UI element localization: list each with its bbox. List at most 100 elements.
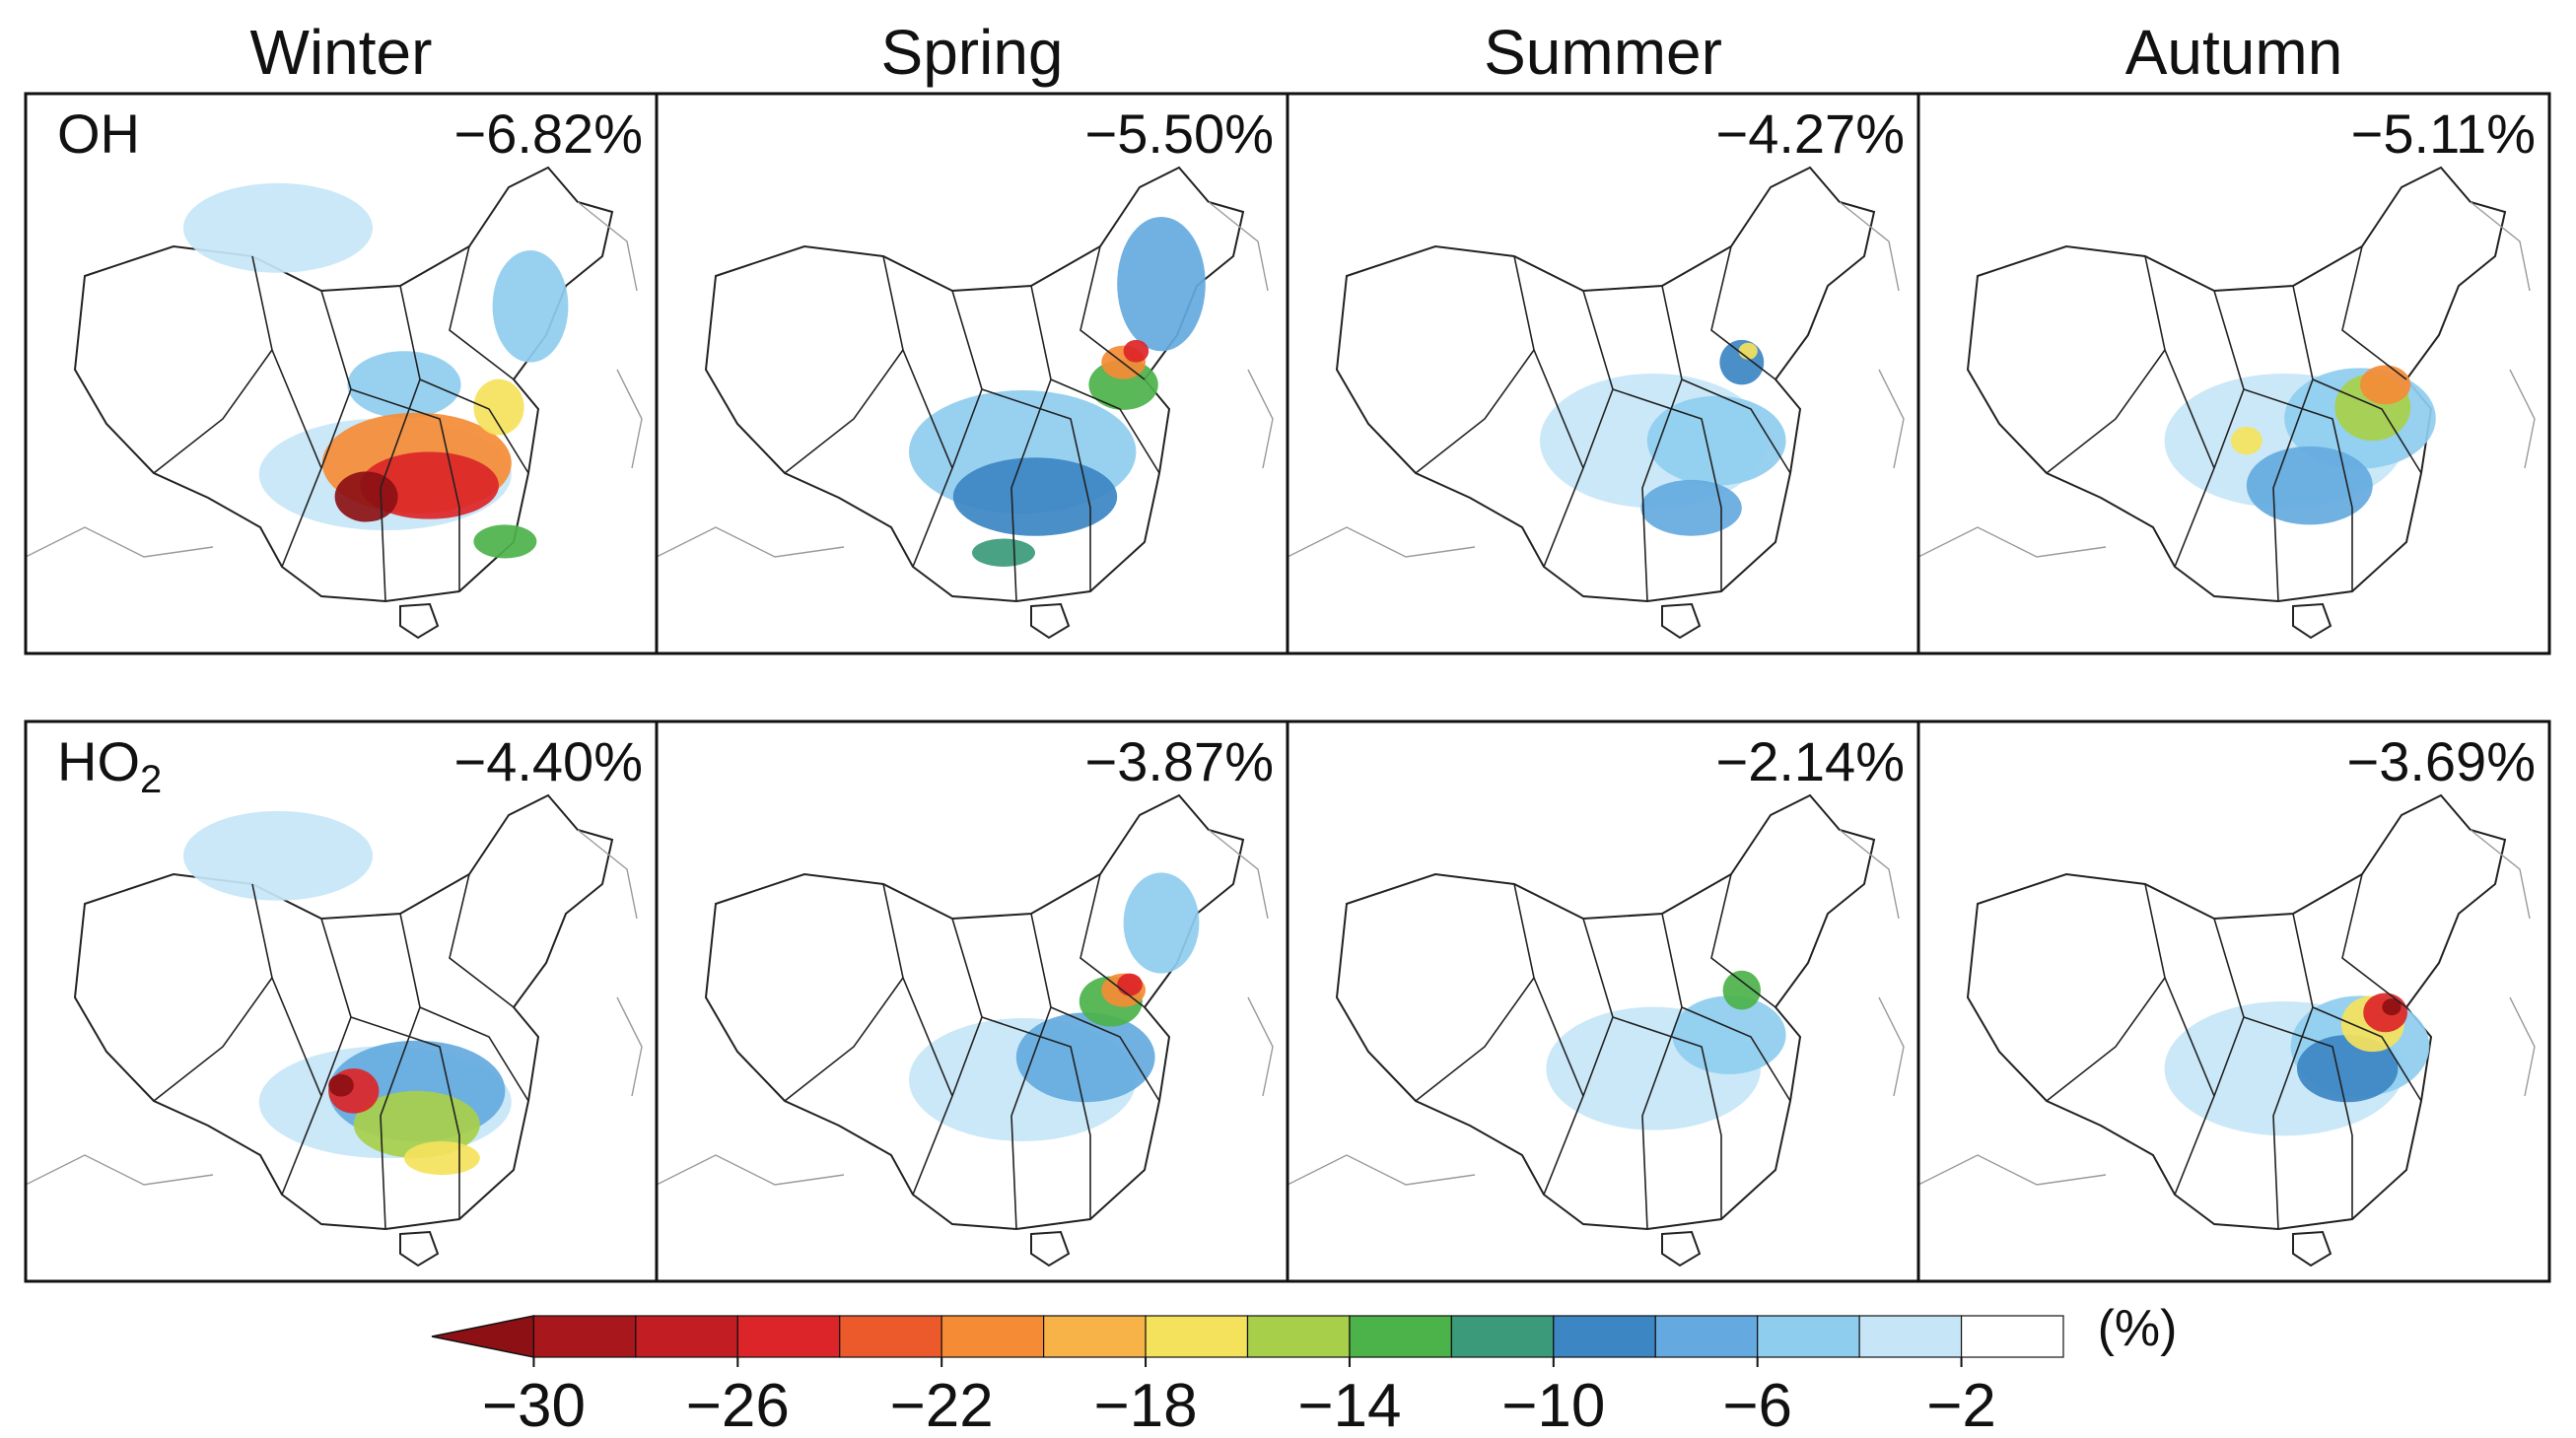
colorbar-bin — [635, 1315, 738, 1358]
percent-change-value: −4.40% — [454, 730, 644, 792]
province-boundary — [1612, 388, 1722, 591]
colorbar-bin — [1450, 1315, 1555, 1358]
season-titles: Winter Spring Summer Autumn — [250, 17, 2343, 88]
colorbar-tick-label: −2 — [1926, 1372, 1996, 1438]
colorbar-bin — [1858, 1315, 1963, 1358]
species-label: HO2 — [57, 730, 162, 801]
colorbar-bin — [940, 1315, 1045, 1358]
province-boundary — [281, 918, 352, 1196]
province-boundary — [399, 913, 529, 1102]
province-boundary — [784, 349, 904, 474]
field-patch — [492, 250, 569, 363]
field-patch — [1123, 872, 1200, 974]
neighbour-boundary — [26, 829, 643, 1186]
colorbar-bin — [1043, 1315, 1147, 1358]
province-boundary — [1010, 378, 1052, 602]
field-patch — [2246, 445, 2373, 525]
colorbar-bin — [1654, 1315, 1759, 1358]
field-patch — [1738, 342, 1758, 360]
map-panel-ho2-winter: HO2 −4.40% — [24, 719, 659, 1283]
colorbar-bin — [1349, 1315, 1452, 1358]
neighbour-boundary — [1918, 201, 2536, 558]
province-boundary — [981, 388, 1091, 591]
province-boundary — [380, 378, 421, 602]
field-patch — [473, 524, 537, 559]
province-boundary — [399, 285, 529, 474]
province-boundary — [449, 873, 515, 1008]
field-patch — [183, 810, 373, 901]
neighbour-boundary — [657, 201, 1274, 558]
province-boundary — [2046, 349, 2166, 474]
percent-change-value: −4.27% — [1716, 103, 1906, 165]
panel-frame — [1916, 92, 2551, 655]
province-boundary — [1543, 290, 1614, 568]
field-patch — [353, 1090, 480, 1159]
percent-change-value: −2.14% — [1716, 730, 1906, 792]
percent-change-value: −5.11% — [2351, 103, 2536, 165]
province-boundary — [380, 1006, 421, 1230]
province-boundary — [784, 977, 904, 1102]
province-boundary — [1010, 1006, 1052, 1230]
field-patch — [473, 378, 524, 436]
colorbar-tick-label: −22 — [890, 1372, 994, 1438]
map-panels: OH −6.82% −5.50% −4.27% −5.11% HO2 −4.40% −3.87… — [24, 92, 2551, 1283]
province-boundary — [2174, 290, 2245, 568]
neighbour-boundary — [26, 201, 643, 558]
colorbar-tick-label: −30 — [482, 1372, 586, 1438]
province-boundary — [1641, 378, 1683, 602]
season-title-summer: Summer — [1484, 17, 1722, 88]
province-boundary — [2174, 918, 2245, 1196]
field-patch — [2382, 998, 2402, 1016]
field-patch — [334, 471, 398, 522]
percent-change-value: −3.69% — [2347, 730, 2537, 792]
neighbour-boundary — [1288, 201, 1905, 558]
species-label: OH — [57, 103, 140, 165]
colorbar-extend-arrow — [431, 1315, 535, 1358]
colorbar: −30 −26 −22 −18 −14 −10 −6 −2 (%) — [431, 1300, 2177, 1438]
map-panel-ho2-autumn: −3.69% — [1916, 719, 2551, 1283]
colorbar-bin — [1757, 1315, 1860, 1358]
province-boundary — [1079, 245, 1146, 380]
season-title-winter: Winter — [250, 17, 433, 88]
province-boundary — [2272, 1006, 2314, 1230]
percent-change-value: −3.87% — [1085, 730, 1275, 792]
province-boundary — [1030, 913, 1160, 1102]
field-patch — [972, 538, 1035, 567]
province-boundary — [1641, 1006, 1683, 1230]
province-boundary — [2292, 285, 2422, 474]
season-title-autumn: Autumn — [2125, 17, 2343, 88]
season-title-spring: Spring — [881, 17, 1064, 88]
province-boundary — [2341, 873, 2407, 1008]
panel-frame — [1916, 719, 2551, 1283]
province-boundary — [1543, 918, 1614, 1196]
province-boundary — [1710, 873, 1776, 1008]
field-patch — [2297, 1035, 2399, 1103]
province-boundary — [1030, 285, 1160, 474]
neighbour-boundary — [1918, 829, 2536, 1186]
field-patch — [1646, 395, 1786, 486]
province-boundary — [2272, 378, 2314, 602]
field-patch — [2230, 426, 2263, 455]
colorbar-bin — [1553, 1315, 1656, 1358]
colorbar-tick-label: −18 — [1093, 1372, 1197, 1438]
province-boundary — [912, 918, 983, 1196]
colorbar-tick-label: −14 — [1297, 1372, 1401, 1438]
colorbar-bin — [736, 1315, 841, 1358]
field-patch — [952, 457, 1118, 536]
field-patch — [1722, 970, 1761, 1010]
province-boundary — [912, 290, 983, 568]
province-boundary — [2292, 913, 2422, 1102]
province-boundary — [981, 1016, 1091, 1219]
field-patch — [1015, 1012, 1155, 1103]
colorbar-bin — [532, 1315, 637, 1358]
province-boundary — [153, 349, 273, 474]
percent-change-value: −6.82% — [454, 103, 644, 165]
neighbour-boundary — [657, 829, 1274, 1186]
colorbar-bin — [839, 1315, 942, 1358]
province-boundary — [1415, 349, 1535, 474]
colorbar-tick-label: −10 — [1501, 1372, 1605, 1438]
province-boundary — [153, 977, 273, 1102]
province-boundary — [2243, 1016, 2353, 1219]
province-boundary — [1661, 285, 1791, 474]
